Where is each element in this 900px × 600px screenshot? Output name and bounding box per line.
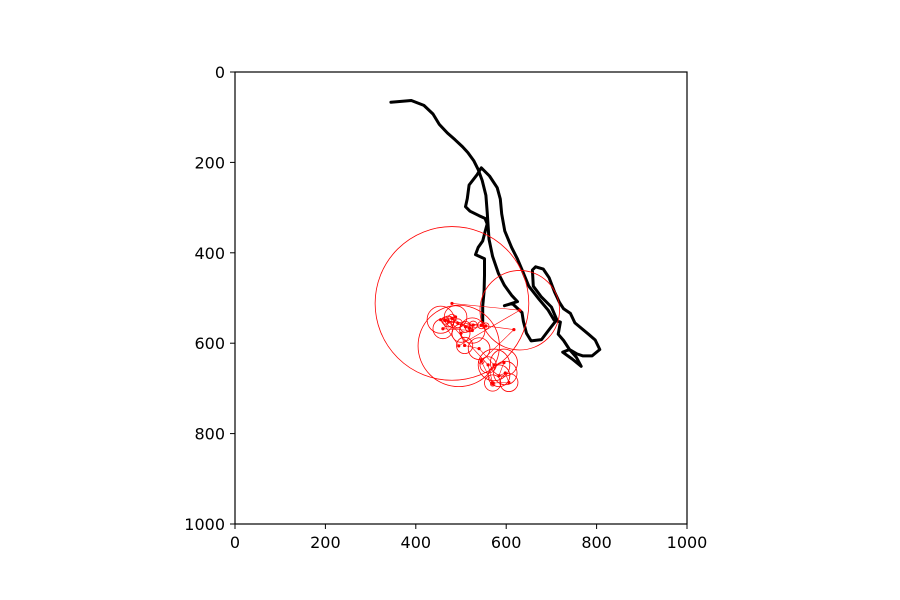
- uncertainty-circle: [479, 356, 497, 374]
- x-tick-label: 0: [230, 533, 240, 552]
- estimate-point: [450, 301, 454, 306]
- estimate-point: [479, 323, 483, 327]
- estimate-point: [450, 316, 454, 320]
- uncertainty-circle: [484, 374, 502, 392]
- uncertainty-circle: [465, 324, 474, 333]
- y-tick-label: 1000: [184, 515, 225, 534]
- estimate-point: [441, 327, 445, 331]
- uncertainty-circle: [489, 381, 496, 387]
- y-tick-label: 200: [194, 153, 225, 172]
- trajectory-line: [389, 99, 602, 368]
- uncertainty-circle: [459, 321, 472, 333]
- estimate-point: [518, 308, 522, 312]
- x-tick-label: 800: [581, 533, 612, 552]
- uncertainty-circle: [452, 318, 463, 329]
- estimate-point: [457, 344, 461, 348]
- estimate-point: [486, 363, 490, 367]
- y-axis: 0 200 400 600 800 1000: [184, 63, 235, 534]
- estimate-point: [477, 347, 481, 351]
- uncertainty-circle: [489, 348, 518, 377]
- estimate-point: [512, 328, 516, 332]
- x-tick-label: 600: [491, 533, 522, 552]
- y-tick-label: 0: [215, 63, 225, 82]
- uncertainty-circle: [499, 373, 519, 392]
- uncertainty-circle: [493, 360, 518, 386]
- estimate-point: [507, 380, 511, 385]
- uncertainty-circle: [468, 320, 478, 330]
- uncertainty-circle: [441, 316, 450, 325]
- estimate-point: [479, 359, 483, 363]
- y-tick-label: 600: [194, 334, 225, 353]
- x-axis: 0 200 400 600 800 1000: [230, 524, 707, 552]
- uncertainty-circle: [374, 226, 530, 381]
- uncertainty-circle: [477, 348, 511, 382]
- y-tick-label: 400: [194, 244, 225, 263]
- uncertainty-circle: [482, 322, 490, 330]
- uncertainty-circle: [478, 358, 485, 365]
- estimate-point: [471, 323, 475, 327]
- estimate-point: [491, 382, 495, 386]
- x-tick-label: 200: [310, 533, 341, 552]
- x-tick-label: 1000: [667, 533, 708, 552]
- uncertainty-circle: [426, 305, 455, 334]
- estimate-point: [459, 331, 463, 335]
- uncertainty-circle: [479, 270, 560, 351]
- axes-frame: [234, 71, 688, 525]
- estimate-point: [467, 326, 471, 330]
- estimate-point: [484, 324, 488, 328]
- estimate-point: [456, 321, 460, 325]
- estimate-point: [443, 319, 447, 323]
- x-tick-label: 400: [401, 533, 432, 552]
- uncertainty-circle: [417, 304, 500, 387]
- estimate-point: [463, 343, 467, 348]
- uncertainty-circle: [456, 336, 474, 354]
- plot-area: [374, 99, 602, 392]
- y-tick-label: 800: [194, 425, 225, 444]
